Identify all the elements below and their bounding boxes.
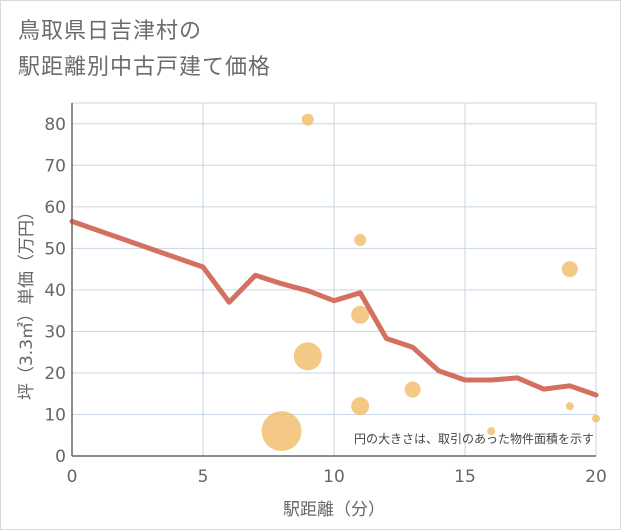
data-bubble bbox=[561, 261, 578, 278]
data-bubble bbox=[261, 411, 302, 452]
trend-line-layer bbox=[69, 218, 599, 398]
y-tick-label: 30 bbox=[44, 322, 66, 342]
data-bubble bbox=[301, 113, 314, 126]
data-bubble bbox=[351, 397, 370, 416]
x-tick-label: 10 bbox=[323, 467, 345, 487]
x-tick-label: 5 bbox=[198, 467, 209, 487]
data-bubble bbox=[354, 234, 367, 247]
x-tick-label: 20 bbox=[585, 467, 607, 487]
y-tick-label: 60 bbox=[44, 198, 66, 218]
y-axis-label: 坪（3.3㎡）単価（万円） bbox=[17, 203, 37, 400]
title-line-2: 駅距離別中古戸建て価格 bbox=[18, 55, 272, 80]
bubble-size-note: 円の大きさは、取引のあった物件面積を示す bbox=[354, 431, 594, 446]
grid-lines bbox=[72, 102, 597, 456]
y-tick-label: 80 bbox=[44, 115, 66, 135]
trend-line bbox=[69, 218, 599, 398]
data-bubble bbox=[592, 414, 600, 423]
data-bubble bbox=[487, 427, 496, 436]
y-tick-label: 20 bbox=[44, 364, 66, 384]
data-bubble bbox=[293, 342, 322, 371]
y-tick-label: 40 bbox=[44, 281, 66, 301]
y-tick-label: 10 bbox=[44, 405, 66, 425]
data-bubble bbox=[404, 381, 421, 398]
data-bubble bbox=[351, 305, 370, 324]
y-tick-label: 70 bbox=[44, 156, 66, 176]
title-line-1: 鳥取県日吉津村の bbox=[18, 19, 203, 44]
tick-labels: 0 10 20 30 40 50 60 70 80 0 5 10 15 20 bbox=[44, 115, 606, 487]
data-bubble bbox=[565, 402, 574, 411]
y-tick-label: 50 bbox=[44, 239, 66, 259]
chart-title: 鳥取県日吉津村の 駅距離別中古戸建て価格 bbox=[18, 14, 271, 86]
x-axis-label: 駅距離（分） bbox=[283, 500, 385, 520]
x-tick-label: 0 bbox=[67, 467, 78, 487]
axes bbox=[71, 103, 596, 457]
x-tick-label: 15 bbox=[454, 467, 476, 487]
bubble-layer bbox=[261, 113, 600, 452]
y-tick-label: 0 bbox=[55, 447, 66, 467]
